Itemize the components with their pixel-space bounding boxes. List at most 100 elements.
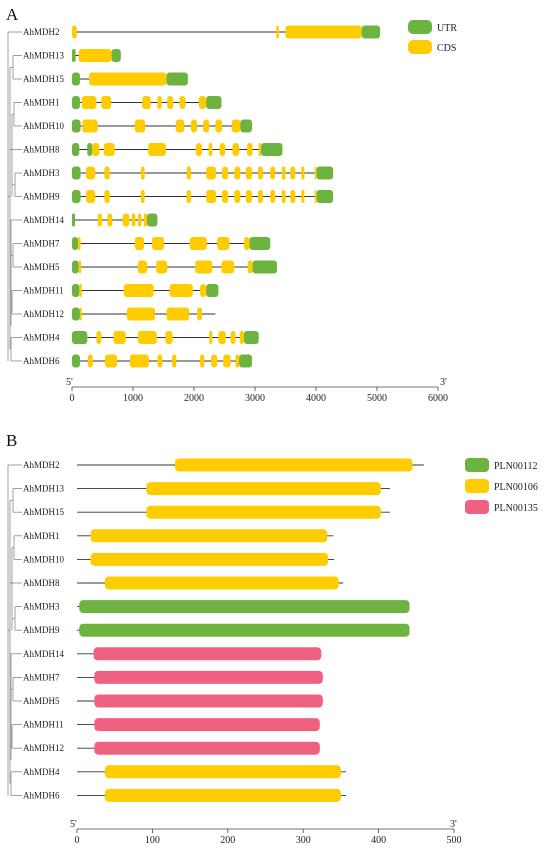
gene-row: AhMDH9 [23, 190, 334, 203]
gene-row: AhMDH13 [23, 49, 121, 62]
gene-row: AhMDH15 [23, 72, 188, 86]
cds-segment [167, 96, 174, 109]
protein-label: AhMDH8 [23, 578, 60, 588]
cds-segment [197, 307, 202, 321]
panel-a-axis-3prime: 3' [440, 377, 447, 388]
gene-row: AhMDH11 [23, 284, 219, 297]
cds-segment [239, 331, 245, 344]
utr-segment [72, 354, 80, 368]
cds-segment [245, 166, 252, 180]
domain-bar-pln00135 [94, 718, 320, 732]
cds-segment [87, 354, 93, 368]
cds-segment [215, 119, 223, 133]
gene-label: AhMDH2 [23, 27, 60, 37]
cds-segment [148, 143, 166, 156]
cds-segment [190, 119, 198, 133]
legend-label-cds: CDS [437, 43, 456, 54]
gene-label: AhMDH5 [23, 262, 60, 272]
cds-segment [86, 190, 96, 203]
domain-bar-pln00106 [104, 576, 339, 590]
cds-segment [244, 237, 250, 250]
utr-segment [316, 190, 334, 203]
cds-segment [82, 119, 98, 133]
protein-row: AhMDH6 [23, 788, 347, 802]
cds-segment [219, 143, 226, 156]
panel-b-phylogenetic-tree [7, 464, 22, 796]
cds-segment [200, 284, 207, 297]
protein-row: AhMDH4 [23, 765, 347, 779]
cds-segment [211, 354, 218, 368]
panel-a-axis-5prime: 5' [66, 377, 73, 388]
utr-segment [252, 260, 277, 274]
cds-segment [165, 331, 173, 344]
cds-segment [281, 190, 286, 203]
axis-tick-label: 3000 [245, 393, 265, 404]
cds-segment [247, 143, 253, 156]
cds-segment [281, 166, 286, 180]
cds-segment [195, 143, 202, 156]
panel-b-axis-5prime: 5' [70, 819, 77, 830]
cds-segment [97, 213, 102, 227]
cds-segment [122, 213, 130, 227]
gene-row: AhMDH7 [23, 237, 271, 250]
protein-row: AhMDH10 [23, 552, 335, 566]
gene-label: AhMDH11 [23, 286, 64, 296]
cds-segment [78, 49, 112, 62]
cds-segment [301, 166, 305, 180]
cds-segment [175, 119, 185, 133]
cds-segment [137, 213, 142, 227]
utr-segment [147, 213, 158, 227]
cds-segment [198, 96, 207, 109]
domain-bar-pln00112 [79, 600, 410, 614]
panel-b-letter: B [6, 431, 17, 450]
cds-segment [134, 237, 144, 250]
panel-a-letter: A [6, 5, 19, 24]
axis-tick-label: 0 [75, 835, 80, 846]
legend-label-pln00112: PLN00112 [494, 461, 538, 472]
domain-bar-pln00135 [94, 741, 320, 755]
cds-segment [169, 284, 193, 297]
domain-bar-pln00106 [90, 552, 329, 566]
utr-segment [72, 119, 81, 133]
protein-label: AhMDH7 [23, 672, 60, 682]
cds-segment [258, 143, 262, 156]
legend-swatch-pln00135 [465, 500, 489, 514]
cds-segment [314, 166, 317, 180]
utr-segment [72, 96, 80, 109]
protein-label: AhMDH10 [23, 554, 65, 564]
cds-segment [208, 143, 213, 156]
cds-segment [104, 354, 118, 368]
domain-bar-pln00106 [104, 765, 341, 779]
utr-segment [361, 25, 381, 39]
utr-segment [87, 143, 93, 156]
protein-row: AhMDH1 [23, 529, 334, 543]
protein-row: AhMDH8 [23, 576, 344, 590]
cds-segment [157, 354, 163, 368]
cds-segment [104, 190, 110, 203]
domain-bar-pln00135 [93, 647, 322, 661]
panel-b-protein-rows: AhMDH2 AhMDH13 AhMDH15 AhMDH1 AhMDH10 AhMDH8 A… [23, 458, 424, 802]
cds-segment [131, 213, 136, 227]
cds-segment [72, 25, 77, 39]
utr-segment [239, 354, 252, 368]
gene-row: AhMDH3 [23, 166, 334, 180]
gene-row: AhMDH4 [23, 331, 259, 344]
cds-segment [223, 354, 231, 368]
domain-bar-pln00106 [146, 482, 381, 496]
gene-label: AhMDH3 [23, 168, 60, 178]
cds-segment [217, 237, 230, 250]
legend-swatch-utr [408, 20, 432, 34]
cds-segment [270, 190, 276, 203]
cds-segment [209, 331, 213, 344]
cds-segment [247, 260, 253, 274]
utr-segment [261, 143, 283, 156]
cds-segment [172, 354, 177, 368]
cds-segment [285, 25, 362, 39]
gene-row: AhMDH10 [23, 119, 252, 133]
cds-segment [222, 166, 229, 180]
cds-segment [104, 166, 110, 180]
protein-label: AhMDH12 [23, 743, 64, 753]
protein-label: AhMDH6 [23, 790, 60, 800]
domain-bar-pln00135 [94, 694, 323, 708]
utr-segment [240, 119, 252, 133]
